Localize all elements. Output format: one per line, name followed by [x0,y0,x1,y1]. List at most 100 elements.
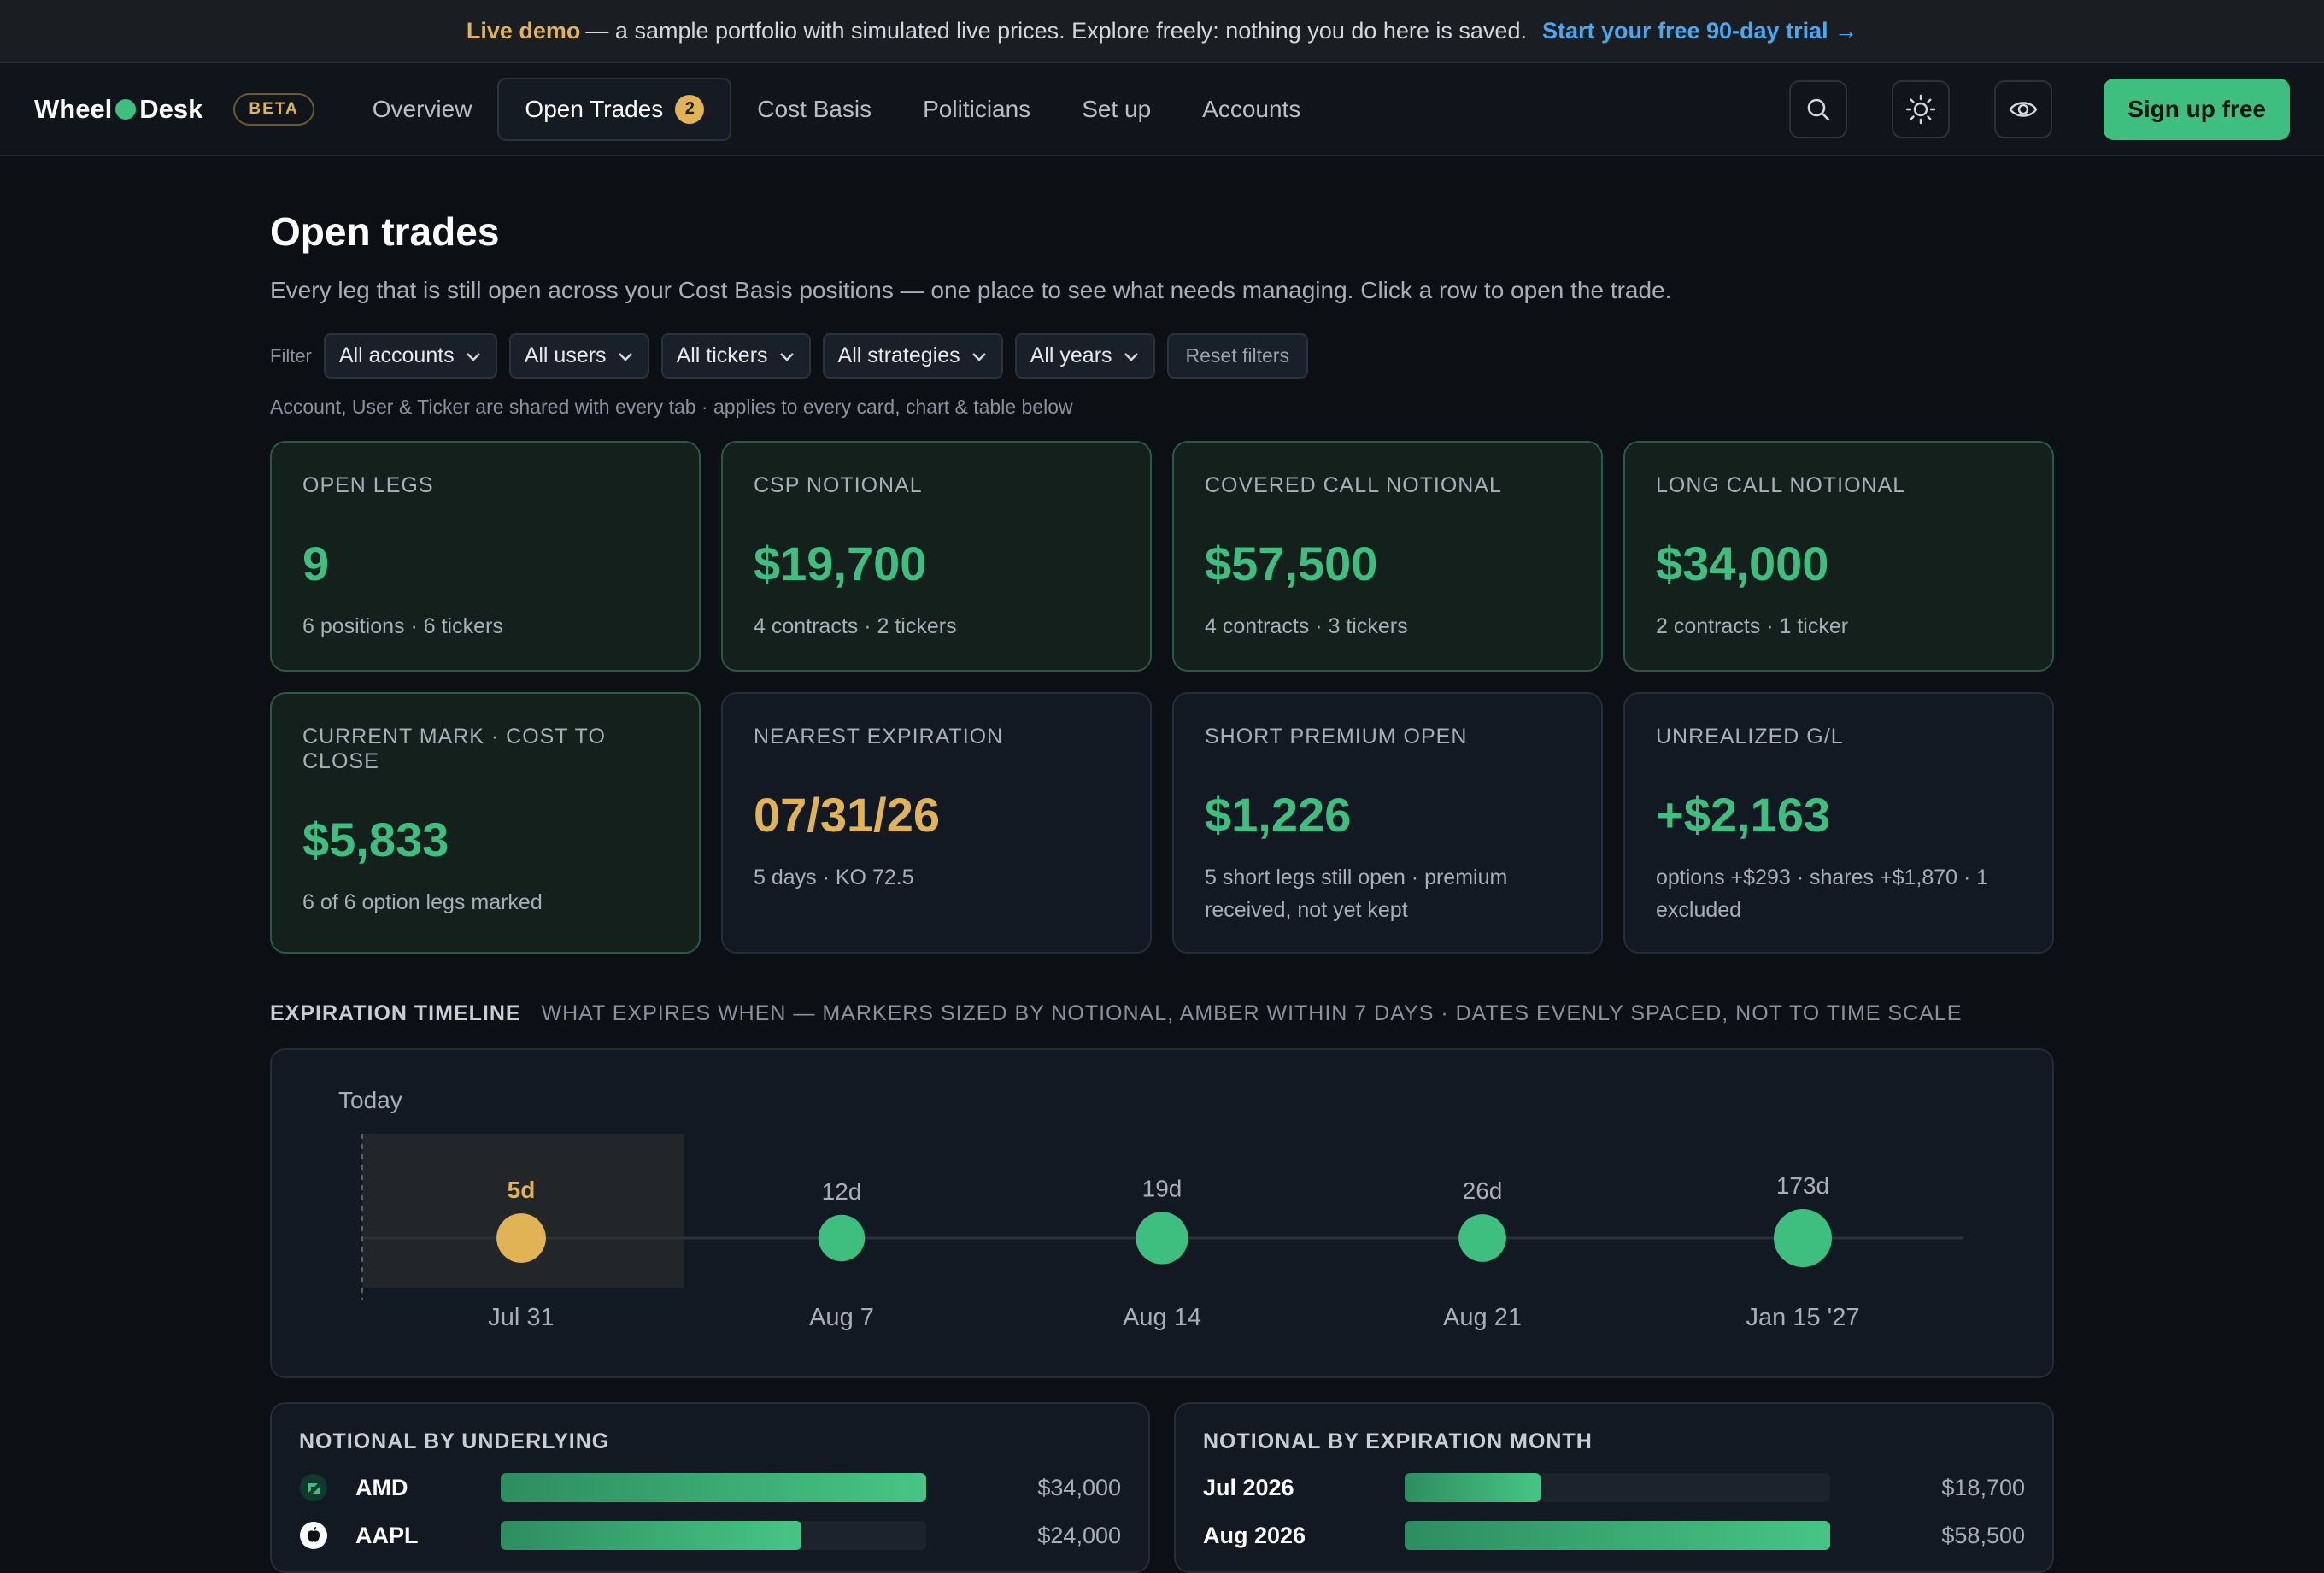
open-trades-count-badge: 2 [675,94,705,124]
privacy-toggle-button[interactable] [1994,79,2053,138]
expiration-marker [1458,1214,1506,1262]
years-select[interactable]: All years [1014,333,1155,379]
stat-sub: 4 contracts · 3 tickers [1205,614,1408,638]
search-button[interactable] [1789,79,1848,138]
sign-up-button[interactable]: Sign up free [2104,78,2290,140]
underlying-amount: $34,000 [1037,1474,1121,1500]
timeline-header: EXPIRATION TIMELINE WHAT EXPIRES WHEN — … [270,1001,2054,1026]
accounts-select[interactable]: All accounts [323,333,497,379]
stat-sub: 5 short legs still open · premium receiv… [1205,866,1508,922]
stat-value: $1,226 [1205,788,1352,842]
timeline-title: EXPIRATION TIMELINE [270,1001,521,1025]
bar-row[interactable]: AMD $34,000 [299,1473,1121,1502]
chevron-down-icon [971,352,986,361]
filter-bar: Filter All accounts All users All ticker… [270,333,2054,379]
stat-label: SHORT PREMIUM OPEN [1205,725,1468,748]
stat-label: CSP NOTIONAL [754,473,923,497]
apple-logo-icon [299,1521,328,1550]
expiration-date-label: Aug 14 [1123,1304,1201,1331]
stat-label: NEAREST EXPIRATION [754,725,1004,748]
days-to-expiry-label: 19d [1142,1175,1183,1201]
within-7-days-highlight [362,1134,684,1288]
month-amount: $18,700 [1941,1474,2025,1500]
accounts-select-value: All accounts [338,343,455,367]
top-nav: Wheel Desk BETA Overview Open Trades 2 C… [0,63,2324,156]
stat-card-unrealized-gl: UNREALIZED G/L +$2,163 options +$293 · s… [1623,692,2054,954]
month-name: Jul 2026 [1203,1474,1294,1500]
eye-icon [2009,101,2038,117]
nav-open-trades[interactable]: Open Trades 2 [497,77,732,141]
bar-row[interactable]: AAPL $24,000 [299,1521,1121,1550]
chevron-down-icon [618,352,632,361]
timeline-description: WHAT EXPIRES WHEN — MARKERS SIZED BY NOT… [541,1001,1963,1025]
filter-note: Account, User & Ticker are shared with e… [270,396,1073,418]
tickers-select-value: All tickers [676,343,768,367]
stat-label: LONG CALL NOTIONAL [1656,473,1906,497]
strategies-select[interactable]: All strategies [822,333,1003,379]
stat-value: 9 [302,537,330,590]
stat-sub: options +$293 · shares +$1,870 · 1 exclu… [1656,866,1989,922]
expiration-marker [1774,1209,1832,1267]
stat-card-open-legs: OPEN LEGS 9 6 positions · 6 tickers [270,441,701,672]
stat-card-current-mark: CURRENT MARK · COST TO CLOSE $5,833 6 of… [270,692,701,954]
users-select-value: All users [524,343,607,367]
bar-fill [501,1521,801,1550]
expiration-date-label: Aug 21 [1443,1304,1522,1331]
stat-card-long-call-notional: LONG CALL NOTIONAL $34,000 2 contracts ·… [1623,441,2054,672]
banner-message: — a sample portfolio with simulated live… [585,18,1527,44]
stat-value: 07/31/26 [754,788,940,842]
bar-row[interactable]: Jul 2026 $18,700 [1203,1473,2025,1502]
stat-label: COVERED CALL NOTIONAL [1205,473,1502,497]
demo-banner: Live demo — a sample portfolio with simu… [0,0,2324,63]
bar-track [501,1521,926,1550]
stat-label: OPEN LEGS [302,473,434,497]
theme-toggle-button[interactable] [1892,79,1951,138]
expiration-marker [1136,1212,1188,1265]
expiration-date-label: Jan 15 '27 [1746,1304,1860,1331]
notional-by-month-panel: NOTIONAL BY EXPIRATION MONTH Jul 2026 $1… [1174,1402,2054,1573]
panel-title: NOTIONAL BY EXPIRATION MONTH [1203,1429,1593,1453]
nav-politicians[interactable]: Politicians [923,95,1031,122]
stat-sub: 6 of 6 option legs marked [302,890,543,914]
tickers-select[interactable]: All tickers [660,333,811,379]
years-select-value: All years [1030,343,1112,367]
stat-value: $5,833 [302,813,449,866]
expiration-date-label: Aug 7 [809,1304,874,1331]
reset-filters-button[interactable]: Reset filters [1166,333,1308,379]
days-to-expiry-label: 5d [508,1177,536,1203]
page-title: Open trades [270,209,500,254]
stat-value: $34,000 [1656,537,1829,590]
stat-card-nearest-expiration: NEAREST EXPIRATION 07/31/26 5 days · KO … [721,692,1152,954]
nav-links: Overview Open Trades 2 Cost Basis Politi… [347,77,1327,141]
sun-icon [1906,94,1936,124]
brand-logo[interactable]: Wheel Desk [34,94,202,125]
live-demo-label: Live demo [466,18,581,44]
brand-name-left: Wheel [34,93,113,124]
days-to-expiry-label: 12d [822,1178,862,1205]
stat-sub: 6 positions · 6 tickers [302,614,503,638]
stat-card-short-premium-open: SHORT PREMIUM OPEN $1,226 5 short legs s… [1172,692,1603,954]
timeline-svg: Today 5d Jul 31 12d Aug 7 19d Aug 14 26d Aug 21 1… [338,1087,1963,1331]
chevron-down-icon [466,352,480,361]
users-select[interactable]: All users [508,333,649,379]
month-name: Aug 2026 [1203,1522,1306,1548]
nav-set-up[interactable]: Set up [1082,95,1152,122]
brand-dot-icon [115,98,137,120]
brand-name-right: Desk [139,93,203,124]
page-subtitle: Every leg that is still open across your… [270,277,1672,303]
stat-value: +$2,163 [1656,788,1830,842]
bar-fill [501,1473,926,1502]
underlying-name: AMD [355,1474,408,1500]
nav-overview[interactable]: Overview [372,95,472,122]
today-label: Today [338,1087,402,1113]
trial-link[interactable]: Start your free 90-day trial → [1541,18,1858,44]
bar-track [1405,1473,1830,1502]
bar-fill [1405,1521,1830,1550]
bar-row[interactable]: Aug 2026 $58,500 [1203,1521,2025,1550]
strategies-select-value: All strategies [837,343,960,367]
chevron-down-icon [779,352,794,361]
filter-label: Filter [270,344,312,367]
nav-accounts[interactable]: Accounts [1202,95,1301,122]
nav-cost-basis[interactable]: Cost Basis [757,95,872,122]
days-to-expiry-label: 173d [1776,1172,1829,1199]
